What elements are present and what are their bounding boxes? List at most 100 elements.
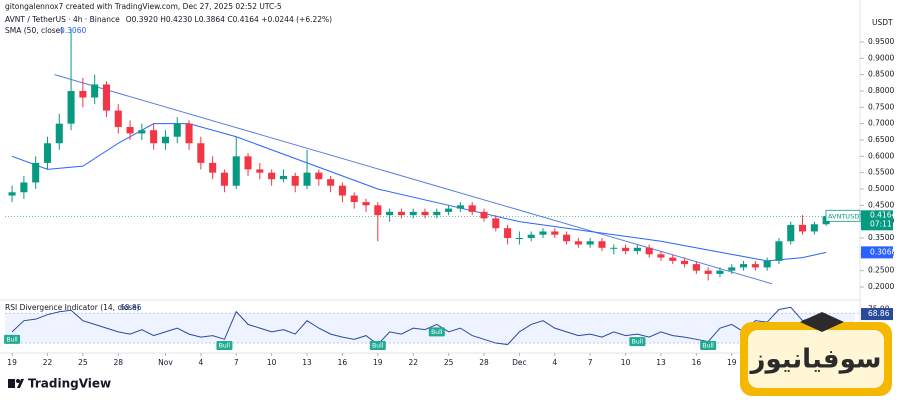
y-tick-label: 0.9000 bbox=[868, 53, 894, 62]
candle-body bbox=[657, 254, 665, 258]
candle-body bbox=[551, 231, 559, 235]
x-tick-label: 7 bbox=[588, 358, 593, 367]
rsi-legend: RSI Divergence Indicator (14, close) bbox=[5, 303, 140, 312]
candle-body bbox=[433, 211, 441, 216]
sma-tag-bg bbox=[861, 246, 893, 259]
candle-body bbox=[220, 172, 228, 186]
candle-body bbox=[362, 202, 370, 206]
bull-signal-label: Bull bbox=[219, 343, 231, 350]
x-tick-label: 22 bbox=[408, 358, 418, 367]
candle-body bbox=[32, 162, 40, 183]
candle-body bbox=[279, 175, 287, 180]
symbol-tag: AVNTUSDT bbox=[828, 212, 863, 220]
x-tick-label: 28 bbox=[113, 358, 123, 367]
x-tick-label: 19 bbox=[727, 358, 737, 367]
candle-body bbox=[386, 211, 394, 216]
y-tick-label: 0.5000 bbox=[868, 184, 894, 193]
candle-body bbox=[669, 257, 677, 261]
candle-body bbox=[622, 247, 630, 252]
candle-body bbox=[515, 237, 523, 239]
candle-body bbox=[740, 264, 748, 268]
candle-body bbox=[456, 205, 464, 209]
candle-body bbox=[91, 84, 99, 98]
watermark: سوفیانیوز bbox=[749, 345, 882, 375]
candle-body bbox=[504, 228, 512, 238]
currency: USDT bbox=[872, 18, 893, 27]
bull-signal bbox=[4, 334, 21, 344]
candle-body bbox=[681, 260, 689, 265]
candle-body bbox=[716, 270, 724, 274]
rsi-tag-bg bbox=[861, 308, 893, 321]
sma-tag: 0.3060 bbox=[870, 247, 896, 256]
candle-body bbox=[480, 211, 488, 219]
candle-body bbox=[197, 143, 205, 163]
y-tick-label: 0.3500 bbox=[868, 233, 894, 242]
y-tick-label: 0.8500 bbox=[868, 70, 894, 79]
candle-body bbox=[8, 192, 16, 196]
x-tick-label: 13 bbox=[302, 358, 312, 367]
candle-body bbox=[185, 123, 193, 144]
candle-body bbox=[421, 211, 429, 216]
rsi-legend-value: 68.86 bbox=[120, 303, 142, 312]
candle-body bbox=[397, 211, 405, 216]
bull-signal-label: Bull bbox=[703, 343, 715, 350]
bull-signal-label: Bull bbox=[632, 339, 644, 346]
candle-body bbox=[67, 90, 75, 124]
candle-body bbox=[751, 264, 759, 268]
candle-body bbox=[728, 267, 736, 271]
candle-body bbox=[527, 234, 535, 238]
bull-signal bbox=[428, 327, 445, 337]
x-tick-label: 13 bbox=[656, 358, 666, 367]
candle-body bbox=[102, 84, 111, 111]
candle-body bbox=[55, 123, 63, 144]
x-tick-label: 4 bbox=[198, 358, 203, 367]
candle-body bbox=[645, 247, 653, 255]
x-tick-label: 10 bbox=[267, 358, 277, 367]
sma-legend-value: 0.3060 bbox=[60, 26, 86, 35]
candle-body bbox=[445, 208, 453, 212]
sma-line bbox=[11, 123, 827, 262]
x-tick-label: 25 bbox=[444, 358, 454, 367]
candle-body bbox=[315, 172, 323, 180]
credit: gitongalennox7 created with TradingView.… bbox=[5, 2, 282, 11]
candle-body bbox=[268, 172, 276, 180]
x-tick-label: 7 bbox=[234, 358, 239, 367]
candle-body bbox=[303, 172, 311, 186]
candle-body bbox=[775, 241, 783, 261]
y-tick-label: 0.4500 bbox=[868, 200, 894, 209]
x-tick-label: 28 bbox=[479, 358, 489, 367]
candle-body bbox=[563, 234, 571, 242]
candle-body bbox=[114, 110, 122, 127]
candle-body bbox=[256, 169, 264, 173]
price-tag-bg bbox=[861, 210, 893, 231]
candle-body bbox=[350, 195, 358, 203]
candle-body bbox=[374, 205, 382, 216]
candle-body bbox=[586, 241, 594, 245]
rsi-line bbox=[11, 306, 827, 346]
x-tick-label: Nov bbox=[158, 358, 173, 367]
x-tick-label: 16 bbox=[338, 358, 348, 367]
rsi-tag: 68.86 bbox=[868, 309, 890, 318]
bull-signal-label: Bull bbox=[6, 336, 18, 343]
y-tick-label: 0.6000 bbox=[868, 151, 894, 160]
candle-body bbox=[161, 136, 169, 144]
x-tick-label: 22 bbox=[43, 358, 53, 367]
candle-body bbox=[409, 211, 417, 216]
tradingview-logo bbox=[8, 379, 24, 388]
y-tick-label: 0.6500 bbox=[868, 135, 894, 144]
y-tick-label: 0.7500 bbox=[868, 102, 894, 111]
price-tag: 0.4164 bbox=[870, 210, 896, 219]
x-tick-label: 16 bbox=[692, 358, 702, 367]
candle-body bbox=[610, 247, 618, 249]
candle-body bbox=[173, 123, 181, 137]
candle-body bbox=[209, 162, 217, 173]
candle-body bbox=[43, 143, 52, 163]
symbol-tag-bg bbox=[825, 209, 861, 222]
candle-body bbox=[704, 270, 712, 274]
x-tick-label: 19 bbox=[7, 358, 17, 367]
candle-body bbox=[574, 241, 582, 245]
x-tick-label: 4 bbox=[552, 358, 557, 367]
candle-body bbox=[468, 205, 476, 212]
candle-body bbox=[126, 126, 134, 134]
bull-signal bbox=[700, 341, 717, 350]
